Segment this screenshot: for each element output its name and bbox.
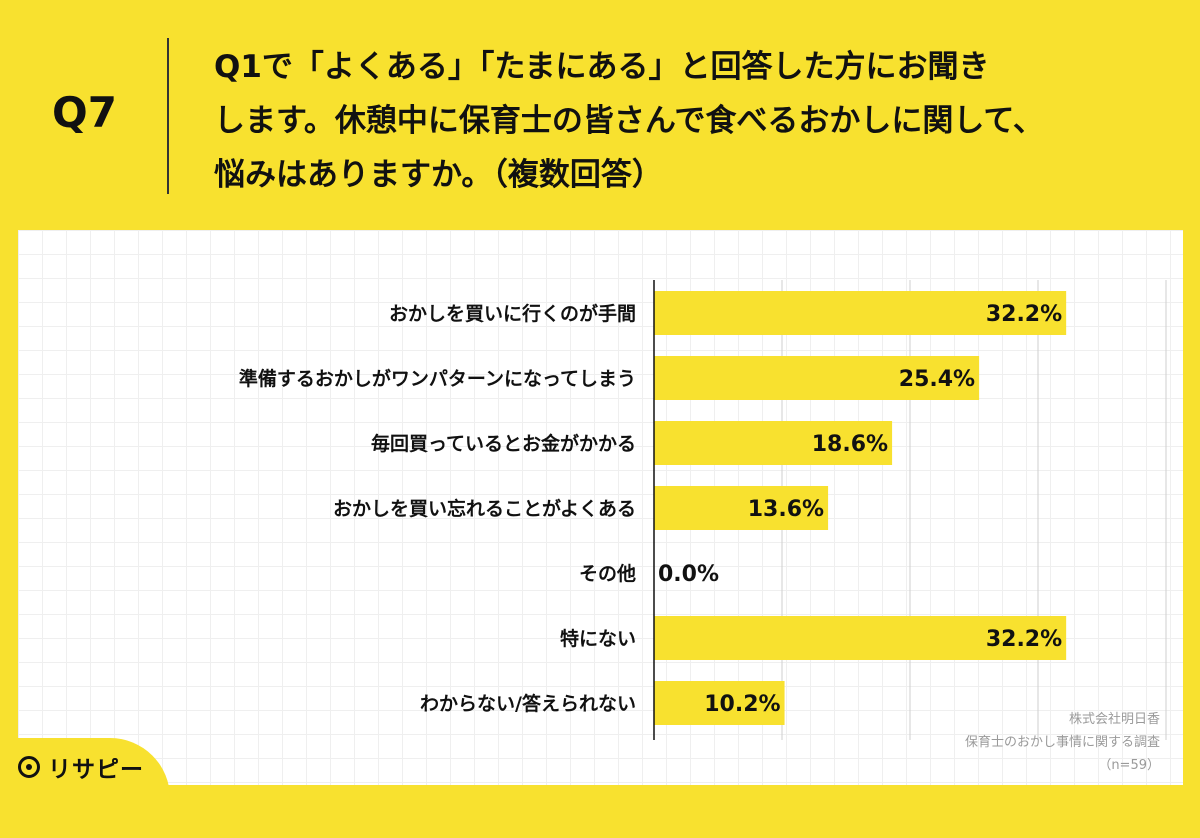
source-survey: 保育士のおかし事情に関する調査 [964, 735, 1160, 750]
value-label-5: 0.0% [658, 562, 719, 587]
question-line-3: 悩みはありますか。（複数回答） [214, 157, 663, 193]
bar-1 [654, 291, 1067, 335]
category-label-1: おかしを買いに行くのが手間 [389, 302, 636, 325]
question-number: Q7 [52, 88, 117, 137]
logo-text: リサピー [48, 757, 144, 783]
bar-2 [654, 356, 980, 400]
category-label-3: 毎回買っているとお金がかかる [371, 432, 636, 455]
header-divider [167, 38, 169, 194]
source-note: 株式会社明日香 保育士のおかし事情に関する調査 （n=59） [965, 708, 1160, 777]
question-line-2: します。休憩中に保育士の皆さんで食べるおかしに関して、 [214, 103, 1044, 139]
category-label-6: 特にない [560, 628, 636, 650]
source-sample-size: （n=59） [1098, 758, 1160, 773]
value-label-1: 32.2% [986, 302, 1062, 327]
bar-7 [654, 681, 785, 725]
question-line-1: Q1で「よくある」「たまにある」と回答した方にお聞き [214, 49, 990, 85]
source-company: 株式会社明日香 [1068, 712, 1160, 727]
category-label-2: 準備するおかしがワンパターンになってしまう [239, 367, 636, 390]
value-label-2: 25.4% [899, 367, 975, 392]
value-label-6: 32.2% [986, 627, 1062, 652]
bar-chart: おかしを買いに行くのが手間 32.2% 準備するおかしがワンパターンになってしまう 2… [239, 280, 1167, 740]
category-label-4: おかしを買い忘れることがよくある [333, 497, 636, 520]
value-label-4: 13.6% [748, 497, 824, 522]
category-label-5: その他 [579, 562, 636, 585]
logo: リサピー [18, 750, 144, 784]
bar-4 [654, 486, 829, 530]
category-label-7: わからない/答えられない [420, 692, 636, 715]
bar-6 [654, 616, 1067, 660]
question-text: Q1で「よくある」「たまにある」と回答した方にお聞き します。休憩中に保育士の皆… [214, 40, 1174, 202]
value-label-7: 10.2% [704, 692, 780, 717]
logo-pin-icon [18, 756, 40, 778]
value-label-3: 18.6% [812, 432, 888, 457]
bar-3 [654, 421, 893, 465]
